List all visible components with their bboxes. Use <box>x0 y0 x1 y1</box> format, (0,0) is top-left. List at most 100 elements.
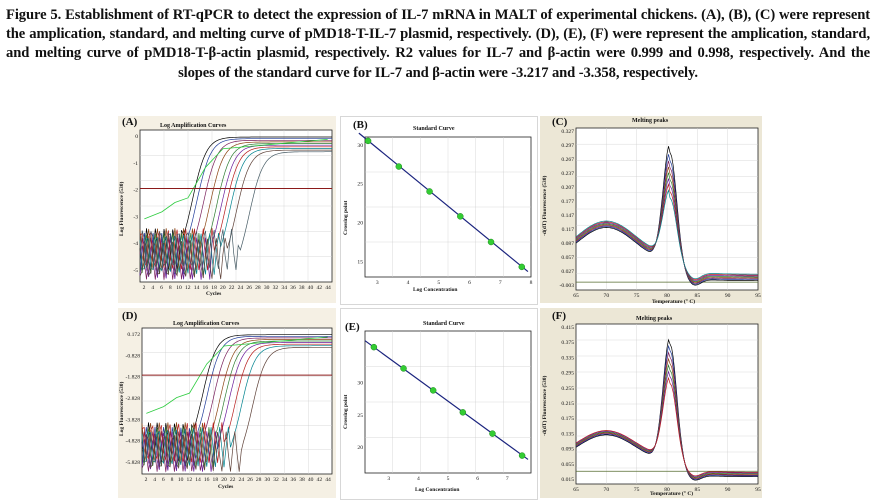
panel-e-ytick-label: 25 <box>357 413 363 419</box>
panel-f-ytick-label: 0.375 <box>561 340 574 346</box>
panel-a-xtick-label: 34 <box>281 285 287 291</box>
panel-f-melt-curve <box>575 376 758 477</box>
panel-a-xtick-label: 24 <box>238 285 244 291</box>
panel-f-xtick-label: 75 <box>634 487 640 493</box>
panel-f-xtick-label: 85 <box>695 487 701 493</box>
panel-d-xtick-label: 32 <box>273 477 279 483</box>
panel-e-xtick-label: 6 <box>476 476 479 482</box>
panel-e-data-point <box>489 430 496 437</box>
panel-a-xtick-label: 18 <box>211 285 217 291</box>
panel-b-xtick-label: 5 <box>437 280 440 286</box>
panel-d-amplification-curve <box>141 343 332 463</box>
panel-a-xtick-label: 36 <box>290 285 296 291</box>
panel-c-ytick-label: 0.027 <box>561 269 574 275</box>
panel-c-ytick-label: 0.057 <box>561 255 574 261</box>
panel-e-data-point <box>518 452 526 459</box>
panel-a-xtick-label: 22 <box>229 285 235 291</box>
panel-a-amplification-curve <box>139 143 332 276</box>
panel-a-xtick-label: 30 <box>264 285 270 291</box>
panel-d-amplification-curve <box>141 340 332 468</box>
panel-d-ytick-label: -5.828 <box>126 460 141 466</box>
panel-b-title: Standard Curve <box>413 126 455 132</box>
panel-a-label: (A) <box>122 116 138 128</box>
panel-a-xtick-label: 32 <box>273 285 279 291</box>
panel-f-melt-curve <box>575 363 758 478</box>
panel-d-ytick-label: 0.172 <box>127 332 140 338</box>
panel-a-title: Log Amplification Curves <box>160 123 227 129</box>
panel-b-chart: 30 25 20 15 3 4 5 6 7 8 <box>357 132 533 286</box>
panel-a-xtick-label: 44 <box>325 285 331 291</box>
panel-f-ytick-label: 0.335 <box>561 355 574 361</box>
panel-d-amplification-curve <box>141 337 332 472</box>
panel-e-data-point <box>370 343 378 351</box>
panel-a-amplification-curve <box>139 139 332 280</box>
panel-b-xtick-label: 7 <box>499 280 502 286</box>
panel-e-chart: 30 25 20 3 4 5 6 7 <box>357 330 532 482</box>
panel-d-chart: 0.172 -0.828 -1.828 -2.828 -3.828 -4.828 -5.82… <box>126 327 333 483</box>
panel-f-ytick-label: 0.175 <box>561 416 574 422</box>
panel-a-ytick-label: -5 <box>133 268 138 274</box>
panel-b-ytick-label: 20 <box>357 221 363 227</box>
panel-d-xtick-label: 4 <box>153 477 156 483</box>
panel-b-ytick-label: 25 <box>357 182 363 188</box>
panel-f-ytick-label: 0.055 <box>561 462 574 468</box>
panel-a-amplification-curve <box>139 151 332 270</box>
panel-f-ytick-label: 0.095 <box>561 447 574 453</box>
panel-d-xtick-label: 16 <box>204 477 210 483</box>
panel-c-xtick-label: 75 <box>634 293 640 299</box>
panel-b-label: (B) <box>353 119 368 131</box>
panel-d-xtick-label: 28 <box>256 477 262 483</box>
panel-f-melt-curve <box>575 357 758 479</box>
panel-c-xlabel: Temperature (° C) <box>652 299 696 305</box>
panel-c-ytick-label: 0.267 <box>561 157 574 163</box>
panel-f-ytick-label: 0.015 <box>561 477 574 483</box>
panel-f-melt-curve <box>575 338 758 481</box>
panel-d-ytick-label: -4.828 <box>126 439 141 445</box>
panel-d-xtick-label: 20 <box>221 477 227 483</box>
panel-d-xtick-label: 38 <box>299 477 305 483</box>
panel-d-label: (D) <box>122 310 138 322</box>
panel-f-xtick-label: 70 <box>604 487 610 493</box>
panel-d-xtick-label: 34 <box>282 477 288 483</box>
figure-caption: Figure 5. Establishment of RT-qPCR to de… <box>6 6 870 83</box>
panel-d-title: Log Amplification Curves <box>173 321 240 327</box>
panel-e-xtick-label: 4 <box>417 476 420 482</box>
panel-b-xtick-label: 6 <box>468 280 471 286</box>
panel-d-xtick-label: 2 <box>145 477 148 483</box>
panel-e-xtick-label: 7 <box>506 476 509 482</box>
panel-d-xtick-label: 42 <box>317 477 323 483</box>
panel-b-xtick-label: 3 <box>376 280 379 286</box>
panel-c-chart: 0.327 0.297 0.267 0.237 0.207 0.177 0.147 0.117… <box>560 127 761 299</box>
panel-d-xtick-label: 22 <box>230 477 236 483</box>
panel-c-melt-curve <box>575 146 758 286</box>
panel-c-melt-curve <box>575 183 758 280</box>
panel-f-melt-curve <box>575 351 758 480</box>
panel-e-xlabel: Log Concentration <box>415 487 460 493</box>
panel-c-ytick-label: 0.177 <box>561 199 574 205</box>
panel-a-green-curve <box>144 138 328 220</box>
panel-a-xtick-label: 20 <box>220 285 226 291</box>
panel-a-xtick-label: 2 <box>143 285 146 291</box>
panel-a-amplification-curve <box>139 149 332 280</box>
panel-a-xtick-label: 14 <box>194 285 200 291</box>
panel-c-ytick-label: 0.147 <box>561 213 574 219</box>
panel-c-label: (C) <box>552 116 568 128</box>
panel-e-title: Standard Curve <box>423 321 465 327</box>
panel-d-ytick-label: -1.828 <box>126 375 141 381</box>
panel-c-melt-curve <box>575 189 758 280</box>
panel-b-xtick-label: 4 <box>407 280 410 286</box>
panel-a-amplification-curve <box>139 138 332 276</box>
panel-d-xtick-label: 26 <box>247 477 253 483</box>
panel-d-xtick-label: 12 <box>187 477 193 483</box>
panel-e-data-point <box>429 387 437 394</box>
panel-d-amplification-curve <box>141 345 332 468</box>
panel-b-xtick-label: 8 <box>530 280 533 286</box>
panel-f-title: Melting peaks <box>636 316 673 322</box>
panel-a-xtick-label: 6 <box>160 285 163 291</box>
panel-f-label: (F) <box>552 310 567 322</box>
panel-b-data-point <box>487 238 495 246</box>
panel-e-ytick-label: 20 <box>357 445 363 451</box>
panel-f-chart: 0.415 0.375 0.335 0.295 0.255 0.215 0.175 0.135… <box>561 323 761 493</box>
panel-a-xtick-label: 28 <box>255 285 261 291</box>
panel-c-xtick-label: 90 <box>725 293 731 299</box>
